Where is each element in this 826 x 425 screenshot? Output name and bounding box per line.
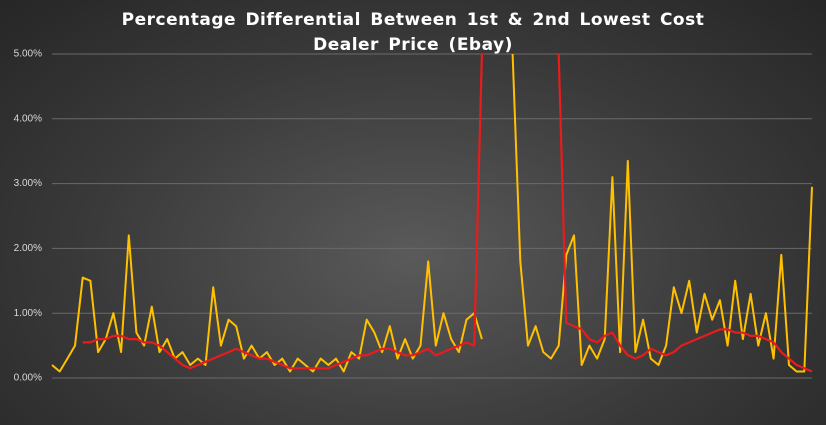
y-tick-label: 0.00% xyxy=(14,373,42,384)
y-tick-label: 1.00% xyxy=(14,308,42,319)
y-tick-label: 5.00% xyxy=(14,49,42,60)
y-tick-label: 3.00% xyxy=(14,178,42,189)
series-line xyxy=(51,53,813,373)
y-tick-label: 2.00% xyxy=(14,243,42,254)
y-tick-label: 4.00% xyxy=(14,113,42,124)
series-line xyxy=(82,53,813,373)
chart-title: Percentage Differential Between 1st & 2n… xyxy=(121,10,705,55)
